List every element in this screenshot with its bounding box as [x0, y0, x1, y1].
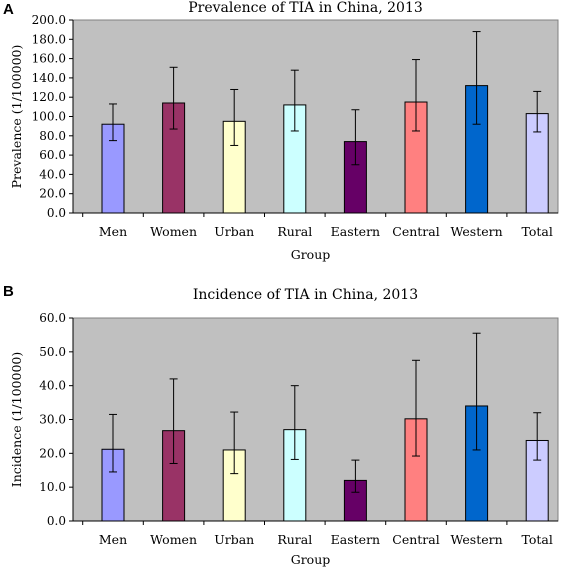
y-tick-label: 30.0 — [39, 413, 66, 427]
chart-panel-a: A Prevalence of TIA in China, 2013 0.0 20.0… — [3, 0, 559, 262]
panel-label: A — [3, 1, 14, 18]
y-tick-label: 140.0 — [32, 71, 66, 85]
y-tick-label: 160.0 — [32, 52, 66, 66]
y-tick-label: 40.0 — [39, 167, 66, 181]
y-tick-label: 180.0 — [32, 32, 66, 46]
chart-title: Prevalence of TIA in China, 2013 — [188, 0, 423, 16]
x-axis-title: Group — [291, 552, 331, 567]
x-tick-label: Central — [392, 224, 439, 239]
x-tick-label: Urban — [214, 532, 254, 547]
x-tick-label: Men — [99, 532, 127, 547]
y-tick-label: 0.0 — [47, 206, 66, 220]
y-tick-label: 0.0 — [47, 514, 66, 528]
x-tick-label: Eastern — [331, 532, 380, 547]
y-tick-label: 80.0 — [39, 129, 66, 143]
y-tick-label: 60.0 — [39, 311, 66, 325]
x-axis-title: Group — [291, 247, 331, 262]
y-tick-label: 120.0 — [32, 90, 66, 104]
x-tick-label: Women — [150, 532, 197, 547]
y-tick-label: 20.0 — [39, 187, 66, 201]
x-tick-label: Total — [522, 224, 553, 239]
chart-panel-b: B Incidence of TIA in China, 2013 0.0 10.0 2… — [3, 283, 559, 567]
chart-title: Incidence of TIA in China, 2013 — [193, 287, 418, 303]
x-tick-label: Eastern — [331, 224, 380, 239]
x-tick-label: Urban — [214, 224, 254, 239]
x-tick-label: Western — [451, 532, 503, 547]
y-axis-title: Incidence (1/100000) — [9, 352, 24, 487]
y-axis-title: Prevalence (1/100000) — [9, 45, 24, 189]
y-tick-label: 40.0 — [39, 379, 66, 393]
y-tick-label: 10.0 — [39, 480, 66, 494]
y-tick-label: 50.0 — [39, 345, 66, 359]
x-tick-label: Men — [99, 224, 127, 239]
x-tick-label: Rural — [277, 224, 312, 239]
y-tick-label: 60.0 — [39, 148, 66, 162]
x-tick-label: Western — [451, 224, 503, 239]
x-tick-label: Total — [522, 532, 553, 547]
y-tick-label: 20.0 — [39, 446, 66, 460]
x-tick-label: Central — [392, 532, 439, 547]
y-tick-label: 200.0 — [32, 13, 66, 27]
y-tick-label: 100.0 — [32, 110, 66, 124]
x-tick-label: Women — [150, 224, 197, 239]
panel-label: B — [3, 283, 14, 300]
x-tick-label: Rural — [277, 532, 312, 547]
